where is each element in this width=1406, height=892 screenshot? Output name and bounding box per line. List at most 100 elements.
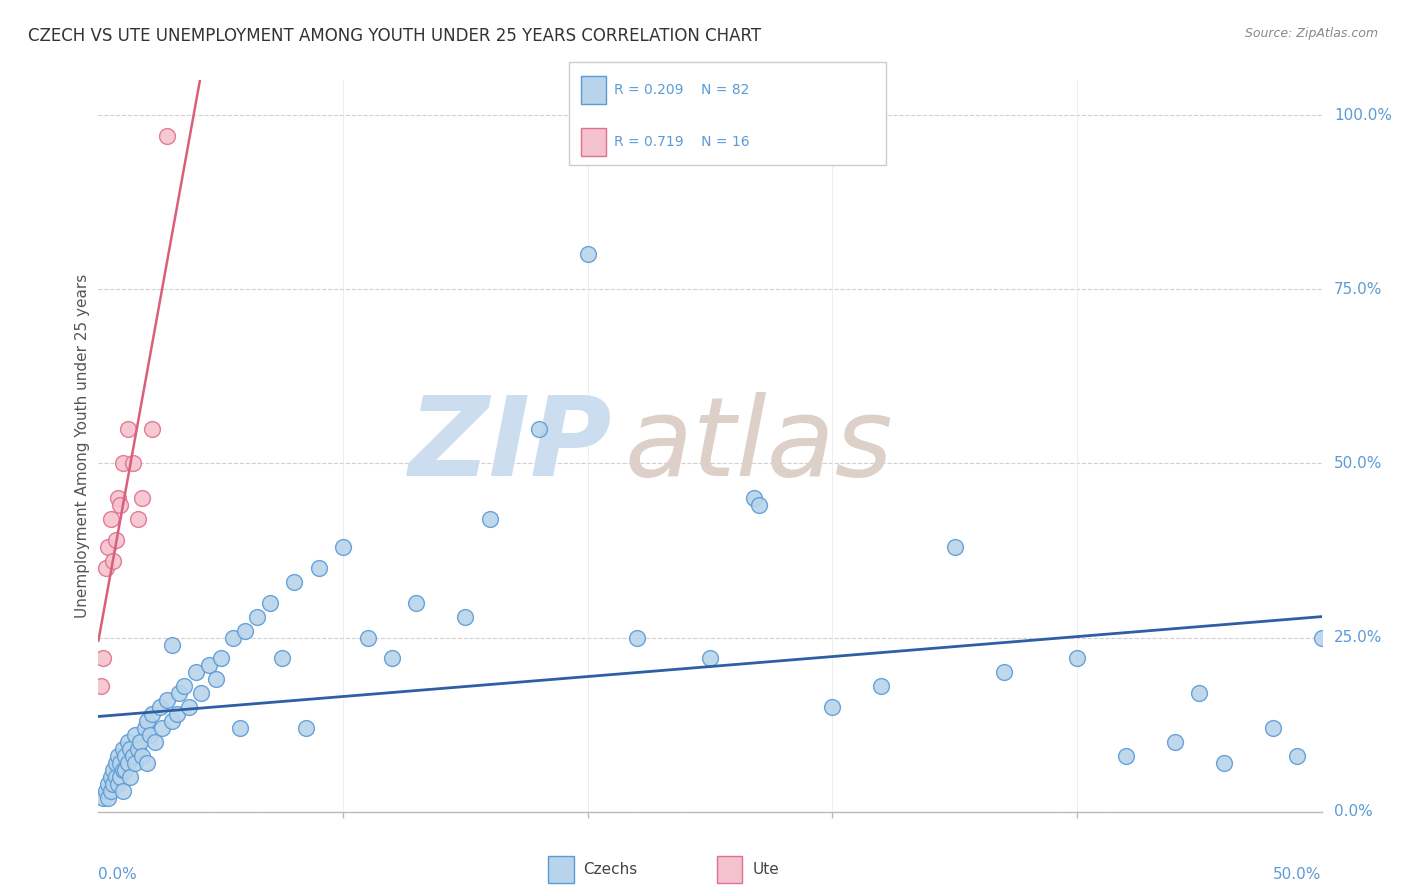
Point (160, 638, 183, 652)
Text: R = 0.719    N = 16: R = 0.719 N = 16 (614, 135, 749, 149)
Point (186, 665, 208, 680)
Point (166, 707, 188, 722)
Point (870, 679, 893, 693)
Point (527, 421, 550, 435)
Point (1310, 631, 1333, 645)
Point (124, 728, 146, 742)
Point (246, 609, 269, 624)
Point (107, 491, 129, 506)
Text: R = 0.209    N = 82: R = 0.209 N = 82 (614, 83, 749, 97)
Point (121, 457, 143, 471)
Point (233, 624, 256, 638)
Point (124, 756, 146, 770)
Point (104, 756, 127, 770)
Point (101, 763, 124, 777)
Point (141, 421, 163, 435)
Point (167, 686, 190, 700)
Point (90, 679, 112, 693)
Point (222, 631, 245, 645)
Point (94, 561, 117, 575)
Point (742, 491, 765, 506)
Point (91, 651, 114, 665)
Point (100, 770, 122, 784)
Point (127, 742, 149, 756)
Point (1066, 651, 1088, 665)
Point (229, 721, 252, 735)
Point (131, 491, 153, 506)
Point (111, 784, 134, 798)
Point (308, 561, 330, 575)
Text: 100.0%: 100.0% (1334, 108, 1392, 122)
Point (209, 651, 232, 665)
Point (91, 790, 114, 805)
Point (748, 498, 770, 512)
Point (120, 742, 142, 756)
Text: 75.0%: 75.0% (1334, 282, 1382, 297)
Text: Czechs: Czechs (583, 863, 638, 877)
Point (97, 790, 120, 805)
Point (111, 742, 134, 756)
Point (156, 128, 179, 143)
Point (94, 784, 117, 798)
Point (110, 770, 132, 784)
Text: Ute: Ute (752, 863, 779, 877)
Text: 0.0%: 0.0% (1334, 805, 1372, 819)
Point (1115, 749, 1137, 764)
Point (134, 721, 156, 735)
Point (270, 651, 294, 665)
Point (993, 665, 1015, 680)
Point (104, 770, 127, 784)
Point (121, 749, 143, 764)
Text: ZIP: ZIP (409, 392, 612, 500)
Point (149, 700, 172, 714)
Point (943, 540, 966, 554)
Point (160, 714, 183, 728)
Point (156, 693, 179, 707)
Point (699, 651, 721, 665)
Point (114, 749, 136, 764)
Point (111, 763, 134, 777)
Point (190, 686, 212, 700)
Point (576, 247, 599, 261)
Point (97, 777, 120, 791)
Point (821, 700, 844, 714)
Point (381, 651, 404, 665)
Point (205, 673, 228, 687)
Text: 25.0%: 25.0% (1334, 630, 1382, 645)
Point (173, 679, 195, 693)
Point (107, 749, 129, 764)
Point (478, 512, 501, 526)
Point (405, 596, 427, 610)
Point (117, 421, 139, 435)
Point (117, 756, 139, 770)
Point (129, 735, 152, 749)
Point (332, 540, 354, 554)
Point (114, 763, 136, 777)
Y-axis label: Unemployment Among Youth under 25 years: Unemployment Among Youth under 25 years (75, 274, 90, 618)
Point (1261, 721, 1284, 735)
Point (104, 533, 127, 547)
Point (110, 498, 132, 512)
Point (283, 574, 305, 589)
Point (110, 756, 132, 770)
Point (127, 512, 149, 526)
Point (356, 631, 378, 645)
Text: CZECH VS UTE UNEMPLOYMENT AMONG YOUTH UNDER 25 YEARS CORRELATION CHART: CZECH VS UTE UNEMPLOYMENT AMONG YOUTH UN… (28, 27, 761, 45)
Point (100, 784, 122, 798)
Text: Source: ZipAtlas.com: Source: ZipAtlas.com (1244, 27, 1378, 40)
Point (101, 554, 124, 568)
Point (136, 756, 159, 770)
Point (1164, 735, 1187, 749)
Point (197, 658, 219, 673)
Point (295, 721, 318, 735)
Point (131, 749, 153, 764)
Point (117, 735, 139, 749)
Point (1212, 756, 1234, 770)
Point (626, 631, 648, 645)
Point (97, 540, 120, 554)
Point (259, 596, 281, 610)
Point (454, 609, 477, 624)
Text: 50.0%: 50.0% (1334, 456, 1382, 471)
Point (107, 777, 129, 791)
Text: 0.0%: 0.0% (98, 867, 138, 882)
